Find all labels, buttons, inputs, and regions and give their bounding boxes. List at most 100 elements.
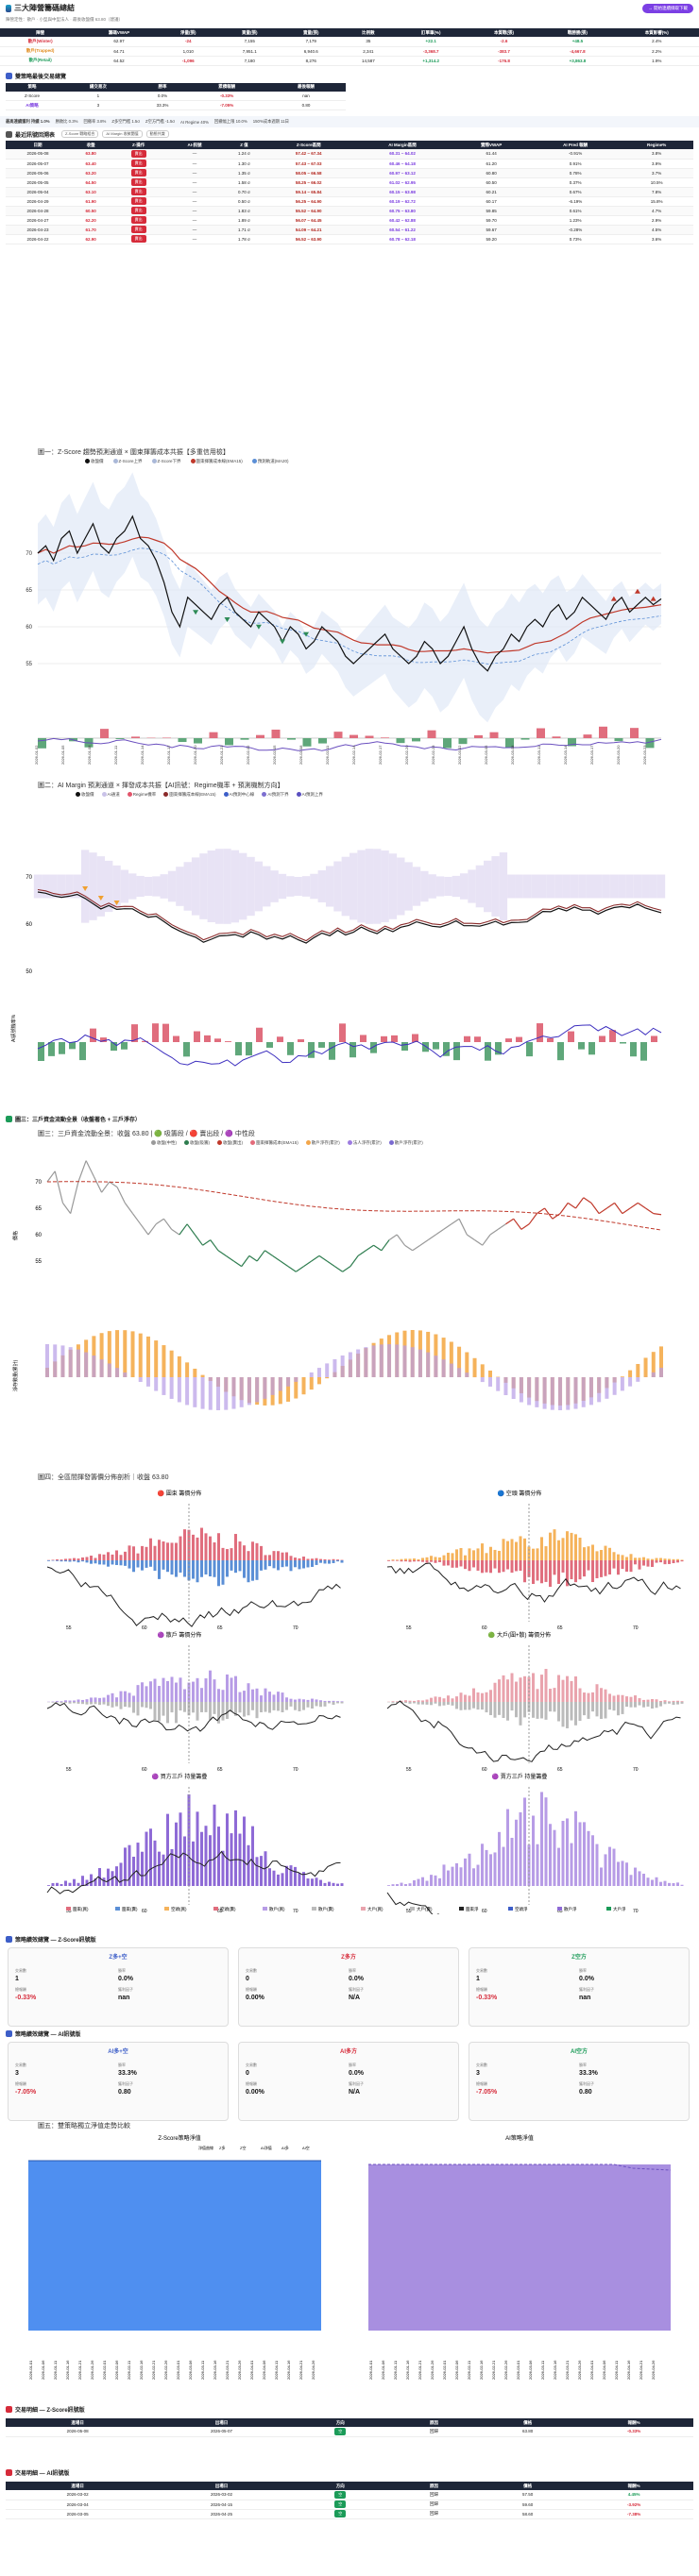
dist-bar — [200, 1560, 203, 1577]
direction-badge: 空 — [334, 2490, 347, 2499]
dist-bar — [153, 1560, 157, 1572]
perf-metric-value: 0.0% — [579, 1976, 594, 1982]
retail-bar — [130, 1331, 135, 1377]
table-cell: 59.70 — [452, 215, 531, 226]
summary-col-3: 買量(張) — [218, 28, 281, 37]
dist-bar — [268, 1555, 271, 1560]
inst-bar — [263, 1377, 267, 1399]
inst-bar — [255, 1377, 260, 1403]
list-icon — [6, 130, 12, 138]
dist-bar — [311, 1702, 314, 1709]
flow-bar — [599, 726, 607, 738]
inst-bar — [208, 1377, 213, 1410]
dist-bar — [217, 1827, 220, 1886]
trades-col-0: 進場日 — [6, 2418, 150, 2427]
summary-col-1: 籌碼VWAP — [80, 28, 158, 37]
dist-bar — [485, 1702, 488, 1713]
summary-col-5: 比例數 — [341, 28, 395, 37]
inst-bar — [286, 1377, 291, 1387]
dist-bar — [77, 1882, 80, 1886]
dist-bar — [663, 1700, 667, 1702]
flow-bar — [225, 738, 233, 746]
regime-bar — [204, 1035, 211, 1042]
dist-bar — [566, 1675, 569, 1702]
close-line — [37, 891, 662, 944]
legend-label: 空頭(賣) — [220, 1906, 236, 1912]
dist-bar — [523, 1797, 526, 1886]
table-cell: 0.91% — [530, 159, 621, 169]
close-segment — [427, 1234, 436, 1241]
dist-bar — [234, 1810, 237, 1886]
ai-band — [207, 850, 215, 923]
dist-bar — [260, 1856, 263, 1886]
x-tick: 70 — [633, 1625, 639, 1631]
dist-bar — [141, 1682, 144, 1702]
y-tick: 60 — [35, 1233, 42, 1238]
table-cell: — — [165, 215, 225, 226]
legend-item: AI預測上界 — [296, 792, 323, 798]
dist-bar — [323, 1700, 327, 1702]
dist-bar — [391, 1701, 395, 1702]
close-segment — [528, 1213, 537, 1225]
dist-bar — [549, 1689, 552, 1702]
x-tick: 2026-03-02 — [457, 745, 462, 765]
table-row: 散戶(Trapped) 64.71 1,010 7,951.1 6,940.6 2,341… — [0, 46, 699, 57]
dist-bar — [217, 1560, 220, 1587]
strategy-col-3: 累積報酬 — [187, 82, 267, 92]
x-tick: 2026-02-21 — [491, 2360, 496, 2380]
dist-bar — [136, 1843, 140, 1886]
dist-bar — [451, 1866, 454, 1886]
inst-bar — [356, 1349, 361, 1377]
dist-bar — [115, 1697, 118, 1702]
legend-label: Z空 — [240, 2145, 246, 2150]
regime-bar — [318, 1042, 325, 1048]
flow-bar — [131, 736, 140, 738]
table-cell: 賣出 — [111, 187, 166, 197]
dist-bar — [638, 1871, 641, 1886]
table-cell: 63.80 — [481, 2427, 575, 2437]
recent-col-0: 日期 — [6, 141, 70, 149]
table-cell: 空 — [293, 2427, 387, 2437]
table-cell: — — [165, 234, 225, 244]
table-cell: -7.05% — [187, 100, 267, 110]
dist-bar — [506, 1702, 509, 1721]
dist-bar — [81, 1557, 84, 1560]
dist-bar — [434, 1696, 437, 1702]
cost-line — [37, 888, 662, 942]
dist-bar — [676, 1558, 679, 1560]
table-cell: 63.20 — [69, 168, 112, 178]
x-tick: 65 — [557, 1625, 563, 1631]
dist-bar — [396, 1560, 399, 1561]
perf-metric: 獲利因子 N/A — [349, 1987, 452, 2001]
table-cell: 61.02 ~ 62.95 — [352, 177, 452, 188]
dist-bar — [655, 1699, 658, 1702]
dist-bar — [506, 1809, 509, 1886]
regime-bar — [360, 1035, 367, 1042]
perf-metric-value: -7.05% — [476, 2089, 498, 2096]
download-button[interactable]: → 開始連續擷取下載 — [642, 4, 693, 13]
fig3-panel: 圖三：三戶資金流動全景：收盤 63.80 | 🟢 吸籌段 / 🔴 賣出段 / 🟣… — [9, 1127, 690, 1439]
table-cell: 63.80 — [69, 149, 112, 160]
dist-bar — [442, 1698, 446, 1702]
table-row: 2026-03-04 2026-04-15 空回歸 59.60 -3.92% — [6, 2500, 693, 2510]
dist-bar — [421, 1557, 424, 1560]
dist-bar — [413, 1700, 416, 1702]
dist-bar — [162, 1854, 165, 1886]
dist-bar — [277, 1560, 280, 1571]
retail-bar — [294, 1377, 298, 1399]
close-segment — [77, 1160, 87, 1183]
table-cell: -2.6 — [467, 37, 541, 47]
dist-bar — [47, 1885, 50, 1886]
legend-swatch — [262, 792, 267, 798]
table-cell: 3.9% — [620, 159, 693, 169]
trades-col-5: 報酬% — [574, 2482, 693, 2490]
dist-bar — [119, 1560, 123, 1566]
legend-swatch — [361, 1907, 366, 1911]
dist-bar — [442, 1864, 446, 1886]
table-cell: 賣出 — [111, 234, 166, 244]
table-cell: 56.07 ~ 64.45 — [264, 215, 353, 226]
regime-bar — [38, 1042, 44, 1061]
legend-swatch — [85, 459, 90, 464]
x-tick: 2026-04-16 — [626, 2360, 631, 2380]
dist-bar — [476, 1692, 480, 1702]
